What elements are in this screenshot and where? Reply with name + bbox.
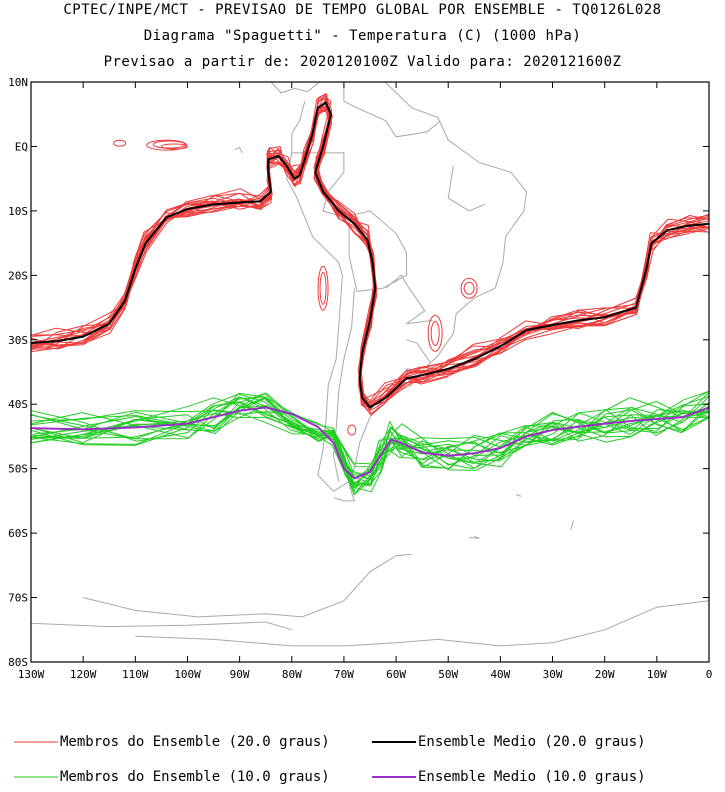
- y-tick-label: 10S: [8, 205, 28, 218]
- y-tick-label: 60S: [8, 527, 28, 540]
- x-tick-label: 100W: [174, 668, 201, 681]
- ensemble-member-closed-contour: [427, 314, 443, 352]
- y-tick-label: 50S: [8, 463, 28, 476]
- x-tick-label: 10W: [647, 668, 667, 681]
- x-tick-label: 60W: [386, 668, 406, 681]
- ensemble-member-closed-contour: [347, 424, 357, 436]
- y-tick-label: 70S: [8, 592, 28, 605]
- coastline-path: [469, 535, 480, 539]
- x-tick-label: 130W: [18, 668, 45, 681]
- ensemble-member-closed-contour: [317, 265, 329, 311]
- ensemble-mean-10-line: [31, 406, 709, 480]
- legend-label: Membros do Ensemble (10.0 graus): [60, 769, 330, 785]
- chart-title-line-1: CPTEC/INPE/MCT - PREVISAO DE TEMPO GLOBA…: [63, 2, 662, 18]
- coastline-path: [83, 553, 412, 618]
- ensemble-mean-20-line: [31, 101, 709, 409]
- coastline-path: [31, 621, 292, 631]
- legend-label: Ensemble Medio (10.0 graus): [418, 769, 646, 785]
- ensemble-member-line: [32, 404, 709, 487]
- coastline-path: [333, 484, 356, 502]
- coastline-path: [343, 82, 441, 138]
- ensemble-member-line: [31, 109, 709, 410]
- x-tick-label: 30W: [543, 668, 563, 681]
- ensemble-member-line: [31, 107, 709, 411]
- x-tick-label: 80W: [282, 668, 302, 681]
- ensemble-member-closed-contour: [463, 281, 475, 295]
- ensemble-member-line: [31, 390, 709, 487]
- x-tick-label: 90W: [230, 668, 250, 681]
- legend-label: Membros do Ensemble (20.0 graus): [60, 734, 330, 750]
- coastline-path: [332, 288, 355, 482]
- coastline-path: [515, 493, 522, 497]
- y-tick-label: EQ: [15, 140, 28, 153]
- coastline-path: [406, 339, 431, 363]
- x-tick-label: 120W: [70, 668, 97, 681]
- x-tick-label: 70W: [334, 668, 354, 681]
- ensemble-member-line: [31, 102, 709, 407]
- ensemble-member-line: [31, 105, 709, 403]
- chart-title-line-3: Previsao a partir de: 2020120100Z Valido…: [103, 54, 622, 70]
- map-coastlines: [31, 82, 709, 647]
- ensemble-member-closed-contour: [160, 143, 188, 150]
- ensemble-member-line: [31, 106, 708, 415]
- ensemble-member-line: [31, 397, 709, 496]
- coastline-path: [135, 600, 709, 647]
- ensemble-member-line: [31, 397, 709, 481]
- coastline-path: [291, 152, 407, 292]
- ensemble-member-line: [31, 97, 709, 408]
- ensemble-members: [31, 93, 709, 496]
- coastline-path: [234, 147, 243, 154]
- y-tick-label: 40S: [8, 398, 28, 411]
- legend-label: Ensemble Medio (20.0 graus): [418, 734, 646, 750]
- ensemble-member-closed-contour: [319, 271, 327, 305]
- coastline-path: [447, 165, 485, 212]
- y-tick-label: 20S: [8, 269, 28, 282]
- coastline-path: [570, 520, 574, 531]
- coastline-path: [270, 82, 308, 94]
- ensemble-member-closed-contour: [430, 320, 440, 346]
- x-tick-label: 50W: [438, 668, 458, 681]
- chart-title-line-2: Diagrama "Spaguetti" - Temperatura (C) (…: [143, 28, 582, 44]
- ensemble-member-closed-contour: [460, 277, 478, 299]
- x-tick-label: 40W: [490, 668, 510, 681]
- ensemble-member-line: [31, 393, 709, 487]
- y-tick-label: 30S: [8, 334, 28, 347]
- ensemble-means: [31, 101, 709, 480]
- legend: Membros do Ensemble (20.0 graus) Ensemble…: [14, 734, 646, 785]
- axes: 130W 120W 110W 100W 90W 80W 70W 60W 50W 40W 30W 20W…: [8, 76, 712, 681]
- plot-frame: [30, 81, 710, 663]
- coastline-path: [286, 82, 528, 492]
- ensemble-member-closed-contour: [113, 139, 127, 147]
- x-tick-label: 110W: [122, 668, 149, 681]
- x-tick-label: 0: [706, 668, 713, 681]
- x-tick-label: 20W: [595, 668, 615, 681]
- y-tick-label: 10N: [8, 76, 28, 89]
- coastline-path: [385, 274, 433, 325]
- y-tick-label: 80S: [8, 656, 28, 669]
